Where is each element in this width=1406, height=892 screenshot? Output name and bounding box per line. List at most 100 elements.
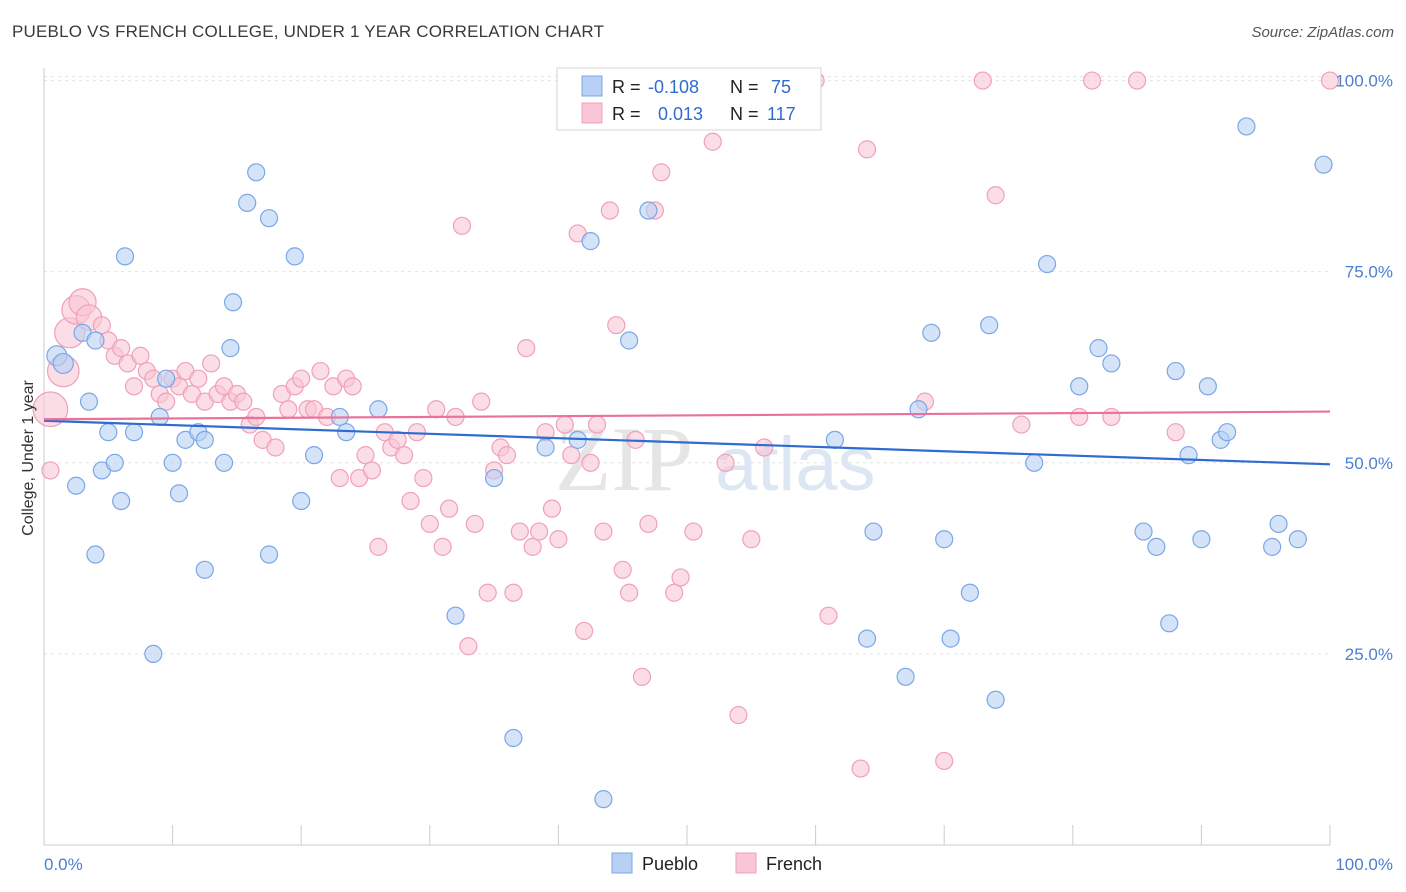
pueblo-point-30 [292,491,311,511]
french-point-87 [613,560,632,579]
french-point-12 [124,377,144,396]
french-trend-line [43,410,1331,421]
french-point-49 [369,537,388,556]
legend-pueblo-n-label: N = [730,77,759,97]
french-point-22 [189,369,208,388]
legend-series: Pueblo French [611,852,822,874]
pueblo-point-60 [1134,522,1153,541]
french-point-69 [497,446,517,465]
pueblo-point-66 [1198,377,1217,396]
french-point-56 [414,468,433,488]
french-point-13 [131,346,150,365]
pueblo-point-63 [1166,361,1185,381]
pueblo-point-17 [169,484,189,503]
french-point-101 [755,438,774,457]
pueblo-point-35 [446,606,465,625]
french-point-95 [671,568,690,587]
legend-bottom-pueblo-label: Pueblo [642,854,698,874]
pueblo-point-24 [223,293,243,312]
french-point-90 [632,667,652,686]
french-point-105 [857,140,877,159]
pueblo-point-13 [144,644,163,663]
french-point-71 [510,522,529,541]
french-point-97 [703,132,722,151]
french-point-40 [311,361,330,381]
french-point-79 [562,446,581,465]
pueblo-point-70 [1263,537,1282,556]
pueblo-point-53 [980,316,999,335]
pueblo-point-64 [1179,446,1198,465]
pueblo-point-56 [1037,254,1057,274]
pueblo-point-21 [195,560,214,579]
pueblo-point-62 [1160,614,1179,633]
pueblo-point-1 [52,352,74,375]
french-point-74 [530,522,549,541]
legend-pueblo-r-value: -0.108 [648,77,699,97]
french-point-103 [819,606,838,625]
french-point-107 [935,751,954,771]
legend-bottom-french-label: French [766,854,822,874]
pueblo-point-11 [115,247,135,266]
french-point-17 [157,392,176,411]
pueblo-point-31 [304,446,324,465]
pueblo-point-10 [112,491,131,511]
french-point-104 [851,759,870,778]
french-point-43 [330,468,349,488]
french-point-108 [973,71,992,90]
pueblo-point-43 [639,201,658,220]
french-point-99 [729,705,748,725]
pueblo-point-29 [285,247,304,266]
legend-stats: R = -0.108 N = 75 R = 0.013 N = 117 [556,67,822,131]
y-axis-label: College, Under 1 year [20,380,37,536]
pueblo-point-61 [1147,537,1166,556]
pueblo-point-23 [221,339,240,358]
pueblo-point-50 [935,530,954,549]
french-point-114 [1127,71,1147,90]
tick-labels: 25.0% 50.0% 75.0% 100.0% 0.0% 100.0% [44,72,1393,874]
french-point-24 [202,354,221,373]
french-point-53 [394,446,414,465]
pueblo-point-73 [1314,155,1333,174]
french-point-83 [587,415,607,434]
pueblo-point-68 [1218,423,1237,442]
pueblo-point-12 [124,423,144,442]
pueblo-point-65 [1192,530,1211,549]
french-point-93 [652,163,671,182]
series-pueblo-points [46,117,1333,809]
french-point-82 [581,453,600,472]
pueblo-point-9 [105,453,124,472]
pueblo-point-49 [922,323,941,342]
french-point-62 [452,216,472,235]
trend-lines [43,410,1331,466]
french-point-47 [356,446,375,465]
french-point-58 [427,400,446,419]
y-tick-label-75: 75.0% [1345,263,1393,282]
pueblo-trend-line [43,419,1331,466]
chart-source: Source: ZipAtlas.com [1251,24,1394,41]
pueblo-point-55 [1025,453,1044,472]
french-point-110 [1012,415,1031,434]
french-point-100 [742,530,761,549]
french-point-60 [439,499,459,518]
pueblo-point-40 [581,232,600,251]
french-point-52 [388,430,407,449]
french-point-109 [986,186,1005,205]
pueblo-point-51 [941,629,960,648]
french-point-78 [555,415,574,434]
legend-french-r-value: 0.013 [658,104,703,124]
pueblo-point-14 [150,407,169,427]
french-point-63 [459,637,478,656]
grid-lines [44,76,1330,655]
chart-title: PUEBLO VS FRENCH COLLEGE, UNDER 1 YEAR C… [12,22,605,41]
legend-pueblo-swatch [581,75,603,97]
pueblo-point-58 [1089,339,1108,358]
french-point-59 [433,537,452,556]
french-point-113 [1102,407,1121,427]
pueblo-point-36 [485,468,504,488]
legend-french-swatch [581,102,603,124]
pueblo-point-25 [238,193,257,212]
french-point-77 [549,530,568,549]
french-point-112 [1082,71,1102,90]
french-point-70 [504,583,523,602]
